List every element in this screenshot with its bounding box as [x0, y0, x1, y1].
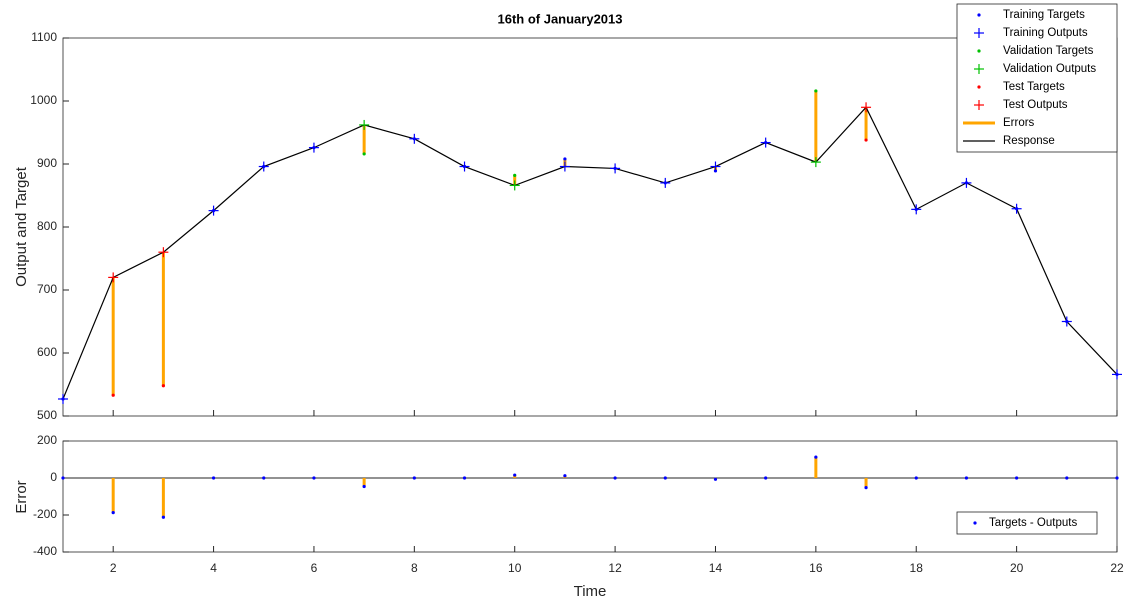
output-point — [258, 161, 269, 172]
error-point — [864, 486, 868, 490]
x-tick-label: 22 — [1110, 561, 1124, 575]
error-point — [613, 476, 617, 480]
error-point — [1115, 476, 1119, 480]
output-point — [208, 205, 219, 216]
output-point — [1011, 203, 1022, 214]
y-tick-label: 900 — [37, 156, 57, 170]
y-tick-label: -400 — [33, 544, 57, 558]
output-point — [509, 180, 520, 191]
error-point — [462, 476, 467, 480]
plot-area — [62, 37, 1118, 417]
legend-label: Validation Outputs — [1003, 63, 1096, 75]
error-point — [211, 476, 216, 480]
target-point — [977, 49, 981, 53]
legend-label: Targets - Outputs — [989, 517, 1077, 529]
y-axis-label: Output and Target — [13, 166, 30, 287]
legend-label: Training Targets — [1003, 9, 1085, 21]
x-tick-label: 10 — [508, 561, 522, 575]
target-point — [111, 393, 115, 397]
legend-symbol — [973, 521, 977, 525]
error-point — [513, 473, 517, 477]
target-point — [977, 85, 981, 89]
x-axis-label: Time — [574, 583, 607, 600]
legend — [956, 3, 1118, 153]
target-point — [864, 138, 868, 142]
x-tick-label: 14 — [709, 561, 723, 575]
target-point — [362, 152, 366, 156]
output-point — [1061, 316, 1072, 327]
legend-label: Test Outputs — [1003, 99, 1068, 111]
error-point — [412, 476, 416, 480]
error-point — [161, 515, 165, 519]
y-tick-label: 800 — [37, 219, 57, 233]
y-tick-label: 600 — [37, 345, 57, 359]
y-tick-label: -200 — [33, 507, 57, 521]
y-tick-label: 200 — [37, 433, 57, 447]
error-point — [764, 476, 768, 480]
output-point — [861, 102, 872, 113]
output-point — [911, 204, 922, 215]
y-tick-label: 1100 — [31, 30, 57, 44]
error-point — [1065, 476, 1069, 480]
x-tick-label: 16 — [809, 561, 823, 575]
target-point — [814, 89, 818, 93]
target-point — [161, 384, 165, 388]
output-point — [610, 163, 621, 174]
output-point — [359, 119, 370, 130]
output-point — [810, 157, 821, 168]
output-point — [974, 28, 984, 38]
y-tick-label: 500 — [37, 408, 57, 422]
x-tick-label: 8 — [411, 561, 418, 575]
output-point — [974, 64, 984, 74]
legend-label: Validation Targets — [1003, 45, 1094, 57]
x-tick-label: 18 — [910, 561, 924, 575]
legend-label: Response — [1003, 135, 1055, 147]
x-tick-label: 12 — [608, 561, 622, 575]
legend-label: Test Targets — [1003, 81, 1065, 93]
chart-title: 16th of January2013 — [497, 11, 622, 26]
output-point — [710, 161, 721, 172]
y-axis-label: Error — [13, 480, 30, 513]
target-point — [513, 173, 517, 177]
output-point — [409, 133, 420, 144]
output-point — [559, 161, 570, 172]
error-point — [663, 476, 667, 480]
x-tick-label: 4 — [210, 561, 217, 575]
x-tick-label: 2 — [110, 561, 117, 575]
error-point — [1015, 476, 1019, 480]
error-point — [362, 484, 366, 489]
y-tick-label: 0 — [50, 470, 57, 484]
output-point — [760, 137, 771, 148]
target-point — [563, 157, 567, 161]
output-point — [660, 177, 671, 188]
y-tick-label: 1000 — [30, 93, 57, 107]
error-point — [814, 455, 818, 459]
error-point — [563, 474, 567, 478]
output-point — [459, 161, 470, 172]
error-point — [964, 476, 969, 480]
legend-label: Training Outputs — [1003, 27, 1088, 39]
error-point — [713, 477, 718, 481]
legend — [956, 511, 1098, 535]
output-point — [108, 272, 119, 283]
output-point — [58, 393, 68, 404]
plot-area — [62, 440, 1118, 553]
legend-label: Errors — [1003, 117, 1035, 129]
target-point — [977, 13, 981, 17]
error-point — [262, 476, 266, 480]
error-point — [312, 476, 316, 480]
output-point — [974, 100, 984, 110]
y-tick-label: 700 — [37, 282, 57, 296]
error-point — [914, 476, 918, 480]
x-tick-label: 6 — [311, 561, 318, 575]
output-point — [158, 247, 169, 258]
x-tick-label: 20 — [1010, 561, 1024, 575]
error-point — [111, 510, 115, 515]
response-line — [62, 106, 1118, 400]
output-point — [308, 142, 319, 153]
output-point — [961, 177, 972, 188]
error-point — [61, 476, 65, 480]
output-point — [1112, 369, 1122, 380]
